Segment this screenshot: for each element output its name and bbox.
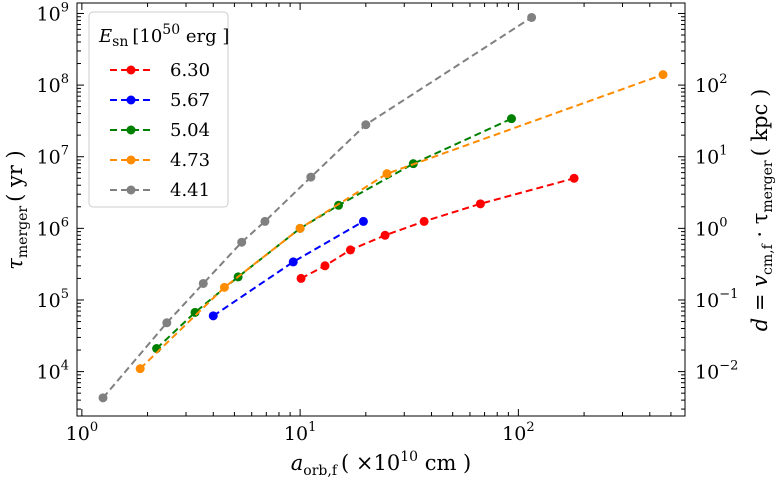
plot-frame bbox=[76, 2, 686, 417]
series-6.30 bbox=[296, 173, 579, 283]
data-point bbox=[475, 199, 485, 209]
x-tick-label: 100 bbox=[66, 420, 98, 445]
y-axis-label-unit: ( yr ) bbox=[3, 150, 27, 202]
y2-axis-label-sub1: cm,f bbox=[760, 242, 776, 275]
legend-marker bbox=[126, 155, 136, 165]
y-axis-label-symbol: τ bbox=[3, 258, 27, 270]
data-point bbox=[98, 393, 108, 403]
x-tick-label: 101 bbox=[284, 420, 316, 445]
legend-entry: 4.41 bbox=[110, 180, 210, 201]
y2-tick-label: 101 bbox=[695, 144, 727, 169]
data-point bbox=[219, 282, 229, 292]
data-point bbox=[361, 120, 371, 130]
x-axis-label: aorb,f( ×1010 cm ) bbox=[291, 449, 471, 479]
x-axis-label-sub: orb,f bbox=[303, 463, 339, 479]
y-axis-label-sub: merger bbox=[15, 206, 31, 259]
y-axis-label: τmerger ( yr ) bbox=[3, 150, 31, 269]
x-axis-label-unit: ( ×10 bbox=[341, 451, 400, 475]
data-point bbox=[380, 230, 390, 240]
legend-title-tail: erg ] bbox=[180, 26, 229, 47]
legend-title: Esn [1050 erg ] bbox=[98, 22, 229, 50]
data-point bbox=[569, 173, 579, 183]
series-line bbox=[102, 16, 533, 399]
data-point bbox=[162, 318, 172, 328]
data-point bbox=[358, 216, 368, 226]
legend-box bbox=[88, 11, 229, 208]
data-point bbox=[320, 261, 330, 271]
y2-axis-label-lhs: d = v bbox=[748, 275, 772, 331]
legend-title-exp: 50 bbox=[162, 22, 180, 38]
data-point bbox=[506, 114, 516, 124]
data-point bbox=[260, 216, 270, 226]
legend: Esn [1050 erg ] 6.30 5.67 5.04 4.73 4.41 bbox=[88, 11, 229, 208]
data-point bbox=[288, 257, 298, 267]
data-point bbox=[345, 245, 355, 255]
x-tick-label: 102 bbox=[502, 420, 534, 445]
legend-marker bbox=[126, 125, 136, 135]
y2-tick-label: 10−2 bbox=[695, 359, 738, 384]
y2-axis-label-sub2: merger bbox=[760, 160, 776, 213]
legend-label: 5.04 bbox=[170, 120, 210, 141]
data-point bbox=[135, 364, 145, 374]
y2-tick-label: 100 bbox=[695, 215, 727, 240]
y-tick-label: 106 bbox=[37, 215, 69, 240]
y2-axis-label-unit: ( kpc ) bbox=[748, 89, 772, 157]
y2-axis-label-mid: · τ bbox=[748, 213, 772, 245]
legend-entries: 6.30 5.67 5.04 4.73 4.41 bbox=[110, 60, 210, 201]
series-4.41 bbox=[98, 12, 537, 403]
data-point bbox=[658, 70, 668, 80]
legend-marker bbox=[126, 95, 136, 105]
legend-label: 4.41 bbox=[170, 180, 210, 201]
legend-label: 5.67 bbox=[170, 90, 210, 111]
series-4.73 bbox=[135, 70, 668, 374]
x-axis-label-unit-tail: cm ) bbox=[418, 451, 471, 475]
y2-tick-label: 102 bbox=[695, 72, 727, 97]
legend-title-symbol: E bbox=[98, 26, 112, 47]
y-tick-label: 108 bbox=[37, 72, 69, 97]
series-line bbox=[212, 220, 364, 317]
legend-entry: 5.04 bbox=[110, 120, 210, 141]
legend-label: 6.30 bbox=[170, 60, 210, 81]
y2-axis-ticks: 10−2 10−1 100 101 102 bbox=[678, 12, 738, 410]
series-5.67 bbox=[208, 216, 368, 321]
x-axis-ticks: 100 101 102 bbox=[66, 3, 672, 445]
y-axis-ticks: 104 105 106 107 108 109 bbox=[37, 0, 84, 410]
series-line bbox=[300, 177, 575, 280]
legend-label: 4.73 bbox=[170, 150, 210, 171]
y-tick-label: 104 bbox=[37, 359, 69, 384]
legend-entry: 4.73 bbox=[110, 150, 210, 171]
legend-title-unit: [10 bbox=[132, 26, 162, 47]
legend-entry: 6.30 bbox=[110, 60, 210, 81]
data-point bbox=[237, 237, 247, 247]
legend-entry: 5.67 bbox=[110, 90, 210, 111]
legend-title-sub: sn bbox=[112, 34, 128, 50]
legend-marker bbox=[126, 65, 136, 75]
x-axis-label-symbol: a bbox=[291, 451, 304, 475]
data-point bbox=[198, 278, 208, 288]
data-point bbox=[382, 169, 392, 179]
data-point bbox=[419, 216, 429, 226]
y-tick-label: 105 bbox=[37, 287, 69, 312]
x-axis-label-unit-exp: 10 bbox=[400, 449, 418, 465]
y-tick-label: 109 bbox=[37, 0, 69, 25]
data-point bbox=[295, 223, 305, 233]
legend-marker bbox=[126, 185, 136, 195]
y2-tick-label: 10−1 bbox=[695, 287, 738, 312]
y2-axis-label: d = vcm,f · τmerger ( kpc ) bbox=[748, 89, 776, 332]
data-point bbox=[208, 311, 218, 321]
data-point bbox=[306, 172, 316, 182]
y-tick-label: 107 bbox=[37, 144, 69, 169]
data-point bbox=[527, 12, 537, 22]
series-layer bbox=[98, 12, 668, 403]
data-point bbox=[296, 273, 306, 283]
